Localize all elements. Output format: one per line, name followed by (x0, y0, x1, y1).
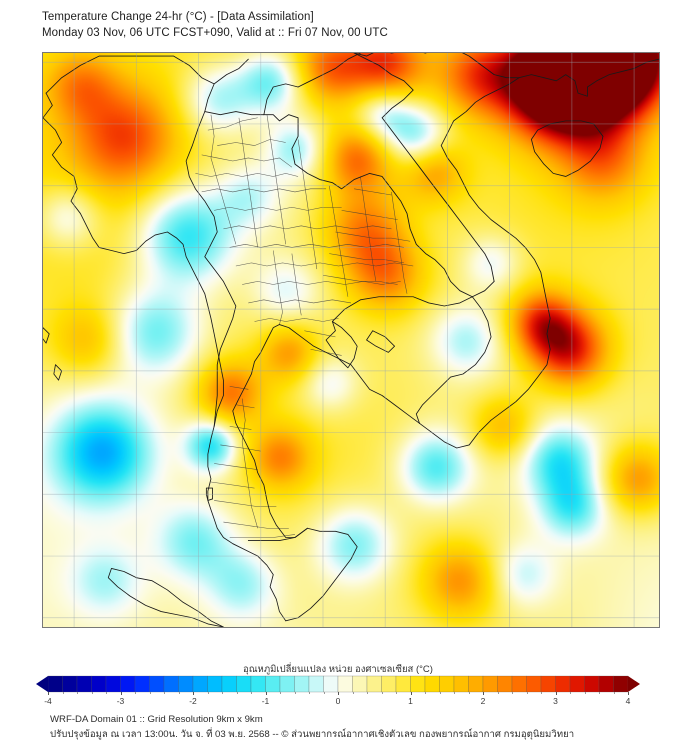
map-figure: 4°N6°N8°N10°N12°N14°N16°N18°N20°N22°N94°… (42, 52, 660, 628)
colorbar-minor-tick (106, 692, 107, 694)
x-tick (136, 627, 137, 628)
chart-title-block: Temperature Change 24-hr (°C) - [Data As… (42, 9, 642, 41)
colorbar-minor-tick (584, 692, 586, 694)
colorbar-tick-label: 0 (335, 696, 341, 706)
y-tick (42, 619, 43, 620)
colorbar-minor-tick (236, 692, 238, 694)
colorbar-minor-tick (541, 692, 542, 694)
footer-line-credit: ปรับปรุงข้อมูล ณ เวลา 13:00น. วัน จ. ที่… (50, 729, 575, 740)
colorbar-minor-tick (323, 692, 325, 694)
colorbar-minor-tick (512, 692, 513, 694)
colorbar-ticks: -4 -3 -2 -1 0 1 2 3 4 (0, 692, 676, 708)
colorbar-tick-label: -4 (44, 696, 52, 706)
colorbar-minor-tick (222, 692, 223, 694)
footer-line-model: WRF-DA Domain 01 :: Grid Resolution 9km … (50, 714, 263, 725)
x-tick (323, 627, 324, 628)
colorbar-minor-tick (62, 692, 64, 694)
colorbar-minor-tick (251, 692, 252, 694)
colorbar-major-tick (555, 692, 557, 695)
colorbar-minor-tick (425, 692, 426, 694)
colorbar-minor-tick (396, 692, 397, 694)
y-tick (42, 186, 43, 187)
colorbar-major-tick (338, 692, 339, 695)
colorbar-major-tick (628, 692, 629, 695)
colorbar-minor-tick (149, 692, 151, 694)
x-tick (573, 627, 574, 628)
colorbar-tick-label: 2 (480, 696, 486, 706)
colorbar-title: อุณหภูมิเปลี่ยนแปลง หน่วย องศาเซลเซียส (… (243, 664, 433, 675)
colorbar-tick-label: 4 (625, 696, 631, 706)
colorbar-minor-tick (526, 692, 528, 694)
colorbar-minor-tick (178, 692, 180, 694)
colorbar: อุณหภูมิเปลี่ยนแปลง หน่วย องศาเซลเซียส (… (0, 660, 676, 710)
colorbar-minor-tick (468, 692, 470, 694)
x-tick (386, 627, 387, 628)
graticule-grid (43, 53, 659, 627)
x-tick (74, 627, 75, 628)
colorbar-minor-tick (309, 692, 310, 694)
colorbar-major-tick (265, 692, 267, 695)
x-tick (636, 627, 637, 628)
y-tick (42, 62, 43, 63)
colorbar-major-tick (193, 692, 194, 695)
colorbar-minor-tick (91, 692, 93, 694)
y-tick (42, 557, 43, 558)
y-tick (42, 124, 43, 125)
x-tick (199, 627, 200, 628)
colorbar-tick-label: -2 (189, 696, 197, 706)
colorbar-minor-tick (135, 692, 136, 694)
colorbar-tick-label: 3 (553, 696, 558, 706)
colorbar-major-tick (483, 692, 484, 695)
colorbar-minor-tick (497, 692, 499, 694)
colorbar-minor-tick (207, 692, 209, 694)
y-tick (42, 495, 43, 496)
colorbar-tick-label: -3 (116, 696, 125, 706)
colorbar-minor-tick (280, 692, 281, 694)
y-tick (42, 310, 43, 311)
temperature-anomaly-field (43, 53, 659, 627)
colorbar-major-tick (410, 692, 412, 695)
y-tick (42, 433, 43, 434)
colorbar-gradient (36, 675, 640, 693)
y-tick (42, 248, 43, 249)
x-tick (511, 627, 512, 628)
chart-title-line2: Monday 03 Nov, 06 UTC FCST+090, Valid at… (42, 27, 388, 39)
colorbar-major-tick (48, 692, 49, 695)
colorbar-minor-tick (599, 692, 600, 694)
x-tick (448, 627, 449, 628)
colorbar-major-tick (120, 692, 122, 695)
colorbar-minor-tick (294, 692, 296, 694)
x-tick (261, 627, 262, 628)
colorbar-minor-tick (439, 692, 441, 694)
map-plot-area[interactable]: 4°N6°N8°N10°N12°N14°N16°N18°N20°N22°N94°… (42, 52, 660, 628)
colorbar-minor-tick (570, 692, 571, 694)
colorbar-minor-tick (613, 692, 615, 694)
colorbar-minor-tick (77, 692, 78, 694)
colorbar-minor-tick (367, 692, 368, 694)
colorbar-minor-tick (164, 692, 165, 694)
colorbar-tick-label: -1 (261, 696, 270, 706)
colorbar-minor-tick (352, 692, 354, 694)
y-tick (42, 372, 43, 373)
colorbar-tick-label: 1 (408, 696, 413, 706)
chart-title-line1: Temperature Change 24-hr (°C) - [Data As… (42, 11, 314, 23)
figure-footer: WRF-DA Domain 01 :: Grid Resolution 9km … (50, 712, 670, 742)
colorbar-minor-tick (381, 692, 383, 694)
colorbar-minor-tick (454, 692, 455, 694)
coastline-overlay (43, 53, 659, 627)
